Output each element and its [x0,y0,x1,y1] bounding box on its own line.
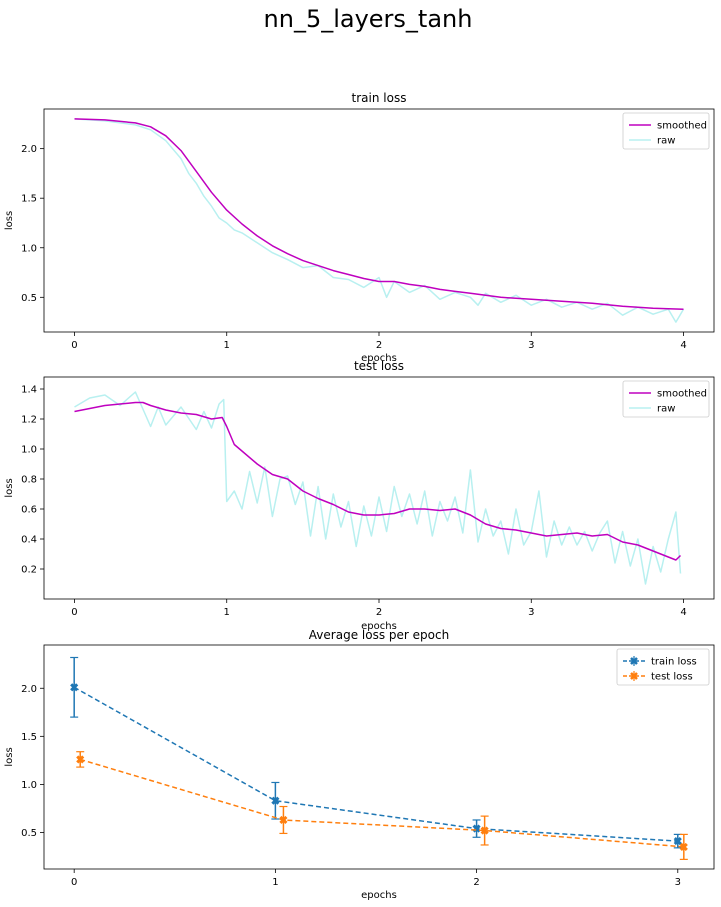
data-point [76,755,85,764]
legend: train loss test loss [616,648,710,686]
legend-label: raw [657,136,675,147]
legend-label: smoothed [657,121,707,132]
y-tick-label: 1.5 [21,732,37,743]
x-tick-label: 4 [680,340,686,351]
y-tick-label: 1.0 [21,445,37,456]
x-tick-label: 4 [680,607,686,618]
data-point [679,842,688,851]
x-tick-label: 2 [473,877,479,888]
y-tick-label: 1.4 [21,385,37,396]
y-tick-label: 2.0 [21,684,37,695]
chart-title: test loss [354,359,404,373]
y-tick-label: 0.6 [21,505,37,516]
y-tick-label: 1.5 [21,194,37,205]
panel-0: train loss 0 1 2 3 4 0.5 1.0 1.5 2.0 epochs loss smo… [4,91,715,364]
x-tick-label: 2 [376,607,382,618]
x-tick-label: 0 [71,340,77,351]
chart-title: Average loss per epoch [309,628,449,642]
data-point [673,837,682,846]
data-point [279,815,288,825]
y-tick-label: 0.5 [21,828,37,839]
legend-box [616,648,710,686]
plot-area [74,118,685,323]
y-tick-label: 1.2 [21,415,37,426]
y-tick-label: 1.0 [21,780,37,791]
legend-marker [630,657,638,665]
series-line-raw [74,118,685,323]
series-line-smoothed [74,401,682,561]
data-point [70,683,79,692]
chart-title: train loss [352,91,407,105]
x-tick-label: 1 [224,340,230,351]
y-axis-label: loss [4,211,15,230]
axes-frame [43,376,715,600]
x-tick-label: 0 [71,877,77,888]
x-tick-label: 1 [224,607,230,618]
y-tick-label: 2.0 [21,144,37,155]
x-tick-label: 0 [71,607,77,618]
legend-label: test loss [651,672,693,683]
data-point [271,796,280,805]
y-tick-label: 0.2 [21,565,37,576]
y-tick-label: 1.0 [21,243,37,254]
legend-label: train loss [651,657,697,668]
x-tick-label: 3 [528,607,534,618]
series-line-train-loss [73,686,678,842]
x-axis-label: epochs [361,353,397,364]
y-axis-label: loss [4,478,15,497]
legend-marker [630,672,638,680]
data-point [480,826,489,835]
plot-area [74,391,682,585]
x-axis-label: epochs [361,621,397,632]
x-tick-label: 1 [272,877,278,888]
legend: smoothed raw [622,380,710,418]
x-tick-label: 3 [528,340,534,351]
y-tick-label: 0.4 [21,535,37,546]
panel-2: Average loss per epoch 0 1 2 3 0.5 1.0 1.5 2.0 ep… [4,628,715,901]
legend-label: raw [657,404,675,415]
axes-frame [43,644,715,870]
y-axis-label: loss [4,747,15,766]
series-line-test-loss [79,758,684,848]
x-tick-label: 3 [675,877,681,888]
legend-label: smoothed [657,389,707,400]
plot-area [70,656,688,860]
legend: smoothed raw [622,112,710,150]
series-line-smoothed [74,118,684,310]
x-axis-label: epochs [361,890,397,901]
figure-suptitle: nn_5_layers_tanh [264,5,473,33]
series-line-raw [74,391,682,585]
y-tick-label: 0.8 [21,475,37,486]
y-tick-label: 0.5 [21,293,37,304]
x-tick-label: 2 [376,340,382,351]
axes-frame [43,108,715,333]
panel-1: test loss 0 1 2 3 4 0.2 0.4 0.6 0.8 1.0 1.2 1.4 epoch… [4,359,715,632]
